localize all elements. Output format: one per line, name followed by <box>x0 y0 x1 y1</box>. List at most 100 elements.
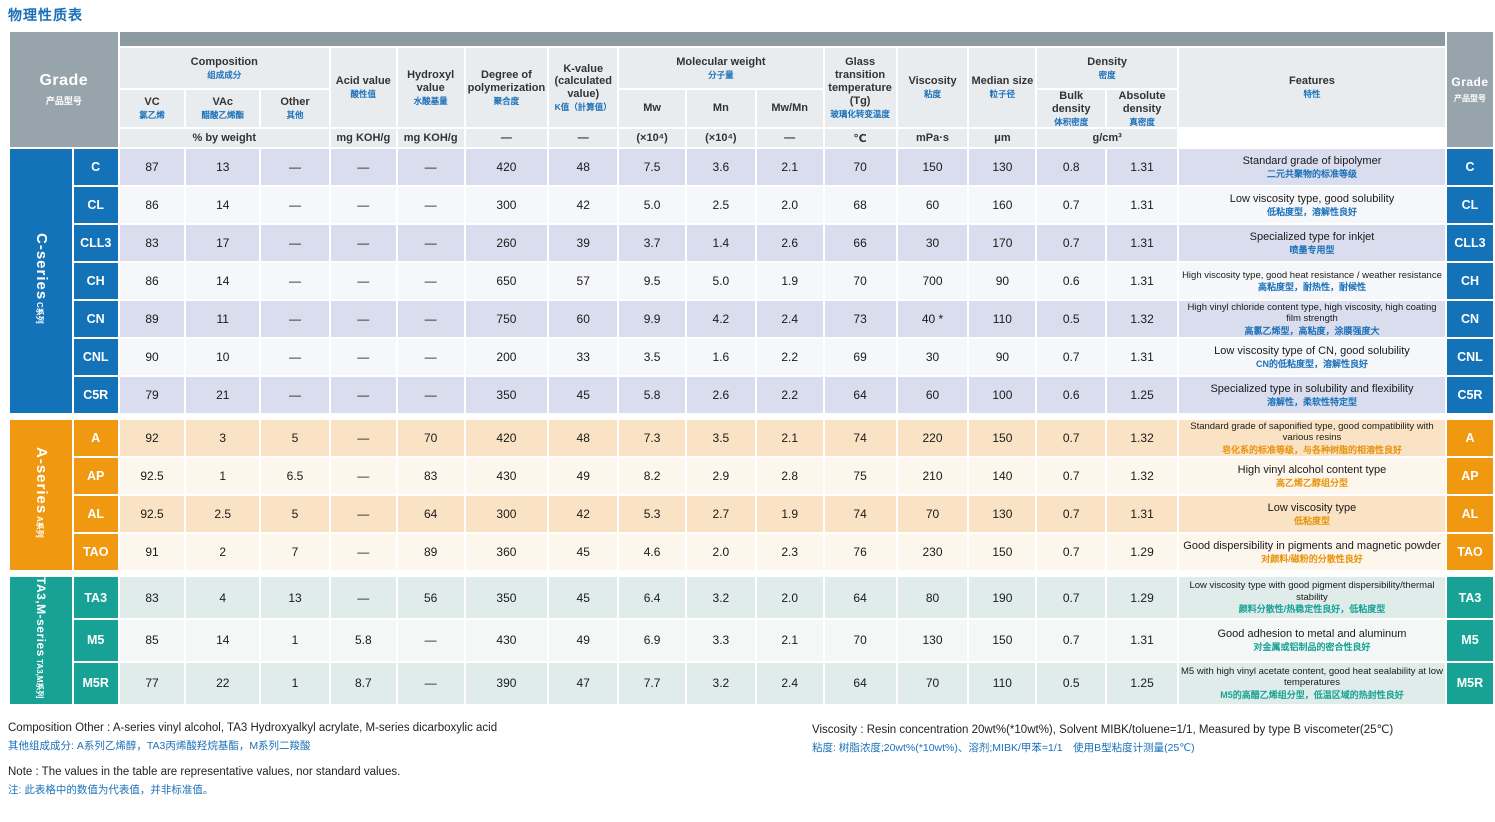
feature-text-zh: 喷墨专用型 <box>1289 244 1335 255</box>
cell-vc: 86 <box>117 185 187 226</box>
cell-tg: 74 <box>822 494 898 535</box>
series-spacer <box>9 571 1494 577</box>
unit-tg: ℃ <box>822 127 898 150</box>
cell-hydroxyl-value: 70 <box>395 418 466 459</box>
series-name-zh: C系列 <box>34 302 44 325</box>
cell-other: — <box>259 261 331 302</box>
cell-vc: 92.5 <box>117 456 187 497</box>
cell-mw-mn: 2.2 <box>754 337 825 378</box>
cell-tg: 70 <box>822 147 898 188</box>
cell-features: High vinyl alcohol content type 高乙烯乙醇组分型 <box>1177 456 1447 497</box>
grade-cell-right: C <box>1444 147 1495 188</box>
cell-acid-value: — <box>328 418 398 459</box>
cell-median-size: 100 <box>967 375 1038 416</box>
cell-features: Low viscosity type of CN, good solubilit… <box>1177 337 1447 378</box>
cell-features: Low viscosity type with good pigment dis… <box>1177 575 1447 621</box>
col-header-vc: VC 氯乙烯 <box>117 87 187 130</box>
cell-acid-value: — <box>328 494 398 535</box>
cell-tg: 66 <box>822 223 898 264</box>
cell-median-size: 90 <box>967 337 1038 378</box>
cell-other: — <box>259 375 331 416</box>
cell-vc: 83 <box>117 223 187 264</box>
grade-header-en: Grade <box>39 72 89 90</box>
cell-vc: 85 <box>117 618 187 663</box>
col-group-density: Density 密度 <box>1035 46 1180 90</box>
cell-absolute-density: 1.31 <box>1105 618 1180 663</box>
cell-other: 13 <box>259 575 331 621</box>
cell-hydroxyl-value: — <box>395 660 466 706</box>
cell-viscosity: 70 <box>895 494 970 535</box>
grade-cell-left: A <box>71 418 120 459</box>
cell-absolute-density: 1.32 <box>1105 456 1180 497</box>
cell-degree-of-polymerization: 350 <box>463 575 550 621</box>
cell-tg: 75 <box>822 456 898 497</box>
feature-text-en: High viscosity type, good heat resistanc… <box>1182 269 1442 281</box>
cell-other: 1 <box>259 660 331 706</box>
col-header-mn: Mn <box>684 87 757 130</box>
cell-mw-mn: 2.3 <box>754 532 825 573</box>
footnote-viscosity-en: Viscosity : Resin concentration 20wt%(*1… <box>812 724 1394 736</box>
page-title: 物理性质表 <box>8 7 83 23</box>
cell-vac: 11 <box>184 299 262 340</box>
cell-acid-value: 5.8 <box>328 618 398 663</box>
unit-density: g/cm³ <box>1035 127 1180 150</box>
cell-absolute-density: 1.25 <box>1105 375 1180 416</box>
cell-mn: 1.6 <box>684 337 757 378</box>
cell-hydroxyl-value: — <box>395 337 466 378</box>
col-group-molecular-weight: Molecular weight 分子量 <box>617 46 825 90</box>
grade-header-zh: 产品型号 <box>45 96 82 107</box>
feature-text-en: Low viscosity type with good pigment dis… <box>1189 580 1435 603</box>
cell-degree-of-polymerization: 300 <box>463 185 550 226</box>
cell-mw-mn: 1.9 <box>754 494 825 535</box>
cell-mn: 5.0 <box>684 261 757 302</box>
cell-features: High vinyl chloride content type, high v… <box>1177 299 1447 340</box>
footnote-composition-en: Composition Other : A-series vinyl alcoh… <box>8 722 498 734</box>
cell-k-value: 39 <box>547 223 620 264</box>
cell-k-value: 45 <box>547 575 620 621</box>
series-label-a-series: A-seriesA系列 <box>8 418 74 573</box>
cell-vc: 77 <box>117 660 187 706</box>
cell-bulk-density: 0.7 <box>1035 575 1108 621</box>
footnote-note-zh: 注: 此表格中的数值为代表值，并非标准值。 <box>8 784 214 796</box>
cell-degree-of-polymerization: 260 <box>463 223 550 264</box>
cell-vc: 79 <box>117 375 187 416</box>
feature-text-en: Specialized type for inkjet <box>1249 230 1375 243</box>
unit-acid-value: mg KOH/g <box>328 127 398 150</box>
cell-tg: 64 <box>822 575 898 621</box>
cell-mn: 3.2 <box>684 660 757 706</box>
feature-text-zh: 皂化系的标准等级，与各种树脂的相溶性良好 <box>1221 444 1402 455</box>
cell-other: — <box>259 223 331 264</box>
cell-absolute-density: 1.32 <box>1105 299 1180 340</box>
cell-mw: 5.0 <box>617 185 687 226</box>
cell-vc: 92 <box>117 418 187 459</box>
col-header-glass-transition-temperature: Glass transition temperature (Tg) 玻璃化转变温… <box>822 45 898 130</box>
feature-text-zh: 对金属或铝制品的密合性良好 <box>1253 642 1371 653</box>
feature-text-en: M5 with high vinyl acetate content, good… <box>1181 665 1443 689</box>
cell-vc: 91 <box>117 532 187 573</box>
cell-absolute-density: 1.25 <box>1105 660 1180 706</box>
feature-text-en: High vinyl chloride content type, high v… <box>1187 301 1437 325</box>
table-row: CN 89 11— — —750 60 9.9 4.2 2.4 73 40 * 110 0.5 1.32 H… <box>9 299 1495 340</box>
cell-mw: 7.5 <box>617 147 687 188</box>
cell-acid-value: — <box>328 299 398 340</box>
col-header-acid-value: Acid value 酸性值 <box>328 45 398 130</box>
cell-mw: 5.8 <box>617 375 687 416</box>
cell-mn: 3.3 <box>684 618 757 663</box>
cell-other: — <box>259 299 331 340</box>
grade-cell-left: M5 <box>71 618 120 663</box>
cell-bulk-density: 0.7 <box>1035 456 1108 497</box>
cell-mw-mn: 2.1 <box>754 147 825 188</box>
cell-mn: 4.2 <box>684 299 757 340</box>
cell-features: High viscosity type, good heat resistanc… <box>1177 261 1447 302</box>
cell-tg: 76 <box>822 532 898 573</box>
cell-vac: 14 <box>184 185 262 226</box>
cell-mw: 3.5 <box>617 337 687 378</box>
cell-tg: 64 <box>822 660 898 706</box>
footnote-composition-zh: 其他组成成分: A系列乙烯醇，TA3丙烯酸羟烷基酯，M系列二羧酸 <box>8 740 311 752</box>
cell-hydroxyl-value: 83 <box>395 456 466 497</box>
cell-absolute-density: 1.31 <box>1105 494 1180 535</box>
cell-viscosity: 40 * <box>895 299 970 340</box>
feature-text-zh: 溶解性，柔软性特定型 <box>1266 396 1357 407</box>
feature-text-zh: 二元共聚物的标准等级 <box>1266 168 1357 179</box>
grade-cell-right: C5R <box>1444 375 1495 416</box>
